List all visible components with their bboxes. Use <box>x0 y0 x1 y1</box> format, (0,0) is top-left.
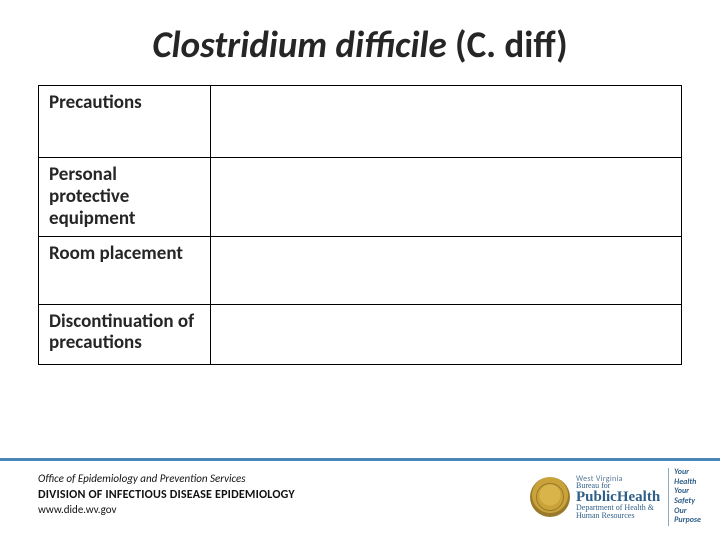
row-value <box>211 86 682 158</box>
precautions-table: Precautions Personal protective equipmen… <box>38 85 682 365</box>
logo-tagline: Your Health Your Safety Our Purpose <box>668 468 701 526</box>
table-row: Discontinuation of precautions <box>39 304 682 364</box>
public-health-logo: West Virginia Bureau for PublicHealth De… <box>530 468 690 526</box>
logo-tag3: Our Purpose <box>674 507 701 526</box>
footer-url: www.dide.wv.gov <box>38 503 295 518</box>
logo-text: West Virginia Bureau for PublicHealth De… <box>576 475 660 520</box>
logo-dept: Department of Health & Human Resources <box>576 504 660 520</box>
title-plain: (C. diff) <box>447 22 568 67</box>
table-row: Precautions <box>39 86 682 158</box>
row-value <box>211 304 682 364</box>
row-label: Discontinuation of precautions <box>39 304 211 364</box>
row-value <box>211 158 682 237</box>
row-label: Precautions <box>39 86 211 158</box>
row-label: Personal protective equipment <box>39 158 211 237</box>
footer: Office of Epidemiology and Prevention Se… <box>0 458 720 540</box>
row-label: Room placement <box>39 236 211 304</box>
logo-tag2: Your Safety <box>674 487 701 506</box>
table-row: Room placement <box>39 236 682 304</box>
page-title: Clostridium difficile (C. diff) <box>0 0 720 85</box>
title-italic: Clostridium difficile <box>152 22 446 67</box>
footer-divider <box>0 458 720 461</box>
footer-text: Office of Epidemiology and Prevention Se… <box>38 472 295 518</box>
wv-seal-icon <box>530 477 570 517</box>
logo-tag1: Your Health <box>674 468 701 487</box>
row-value <box>211 236 682 304</box>
footer-division: DIVISION OF INFECTIOUS DISEASE EPIDEMIOL… <box>38 487 295 503</box>
footer-office: Office of Epidemiology and Prevention Se… <box>38 472 295 487</box>
table-row: Personal protective equipment <box>39 158 682 237</box>
